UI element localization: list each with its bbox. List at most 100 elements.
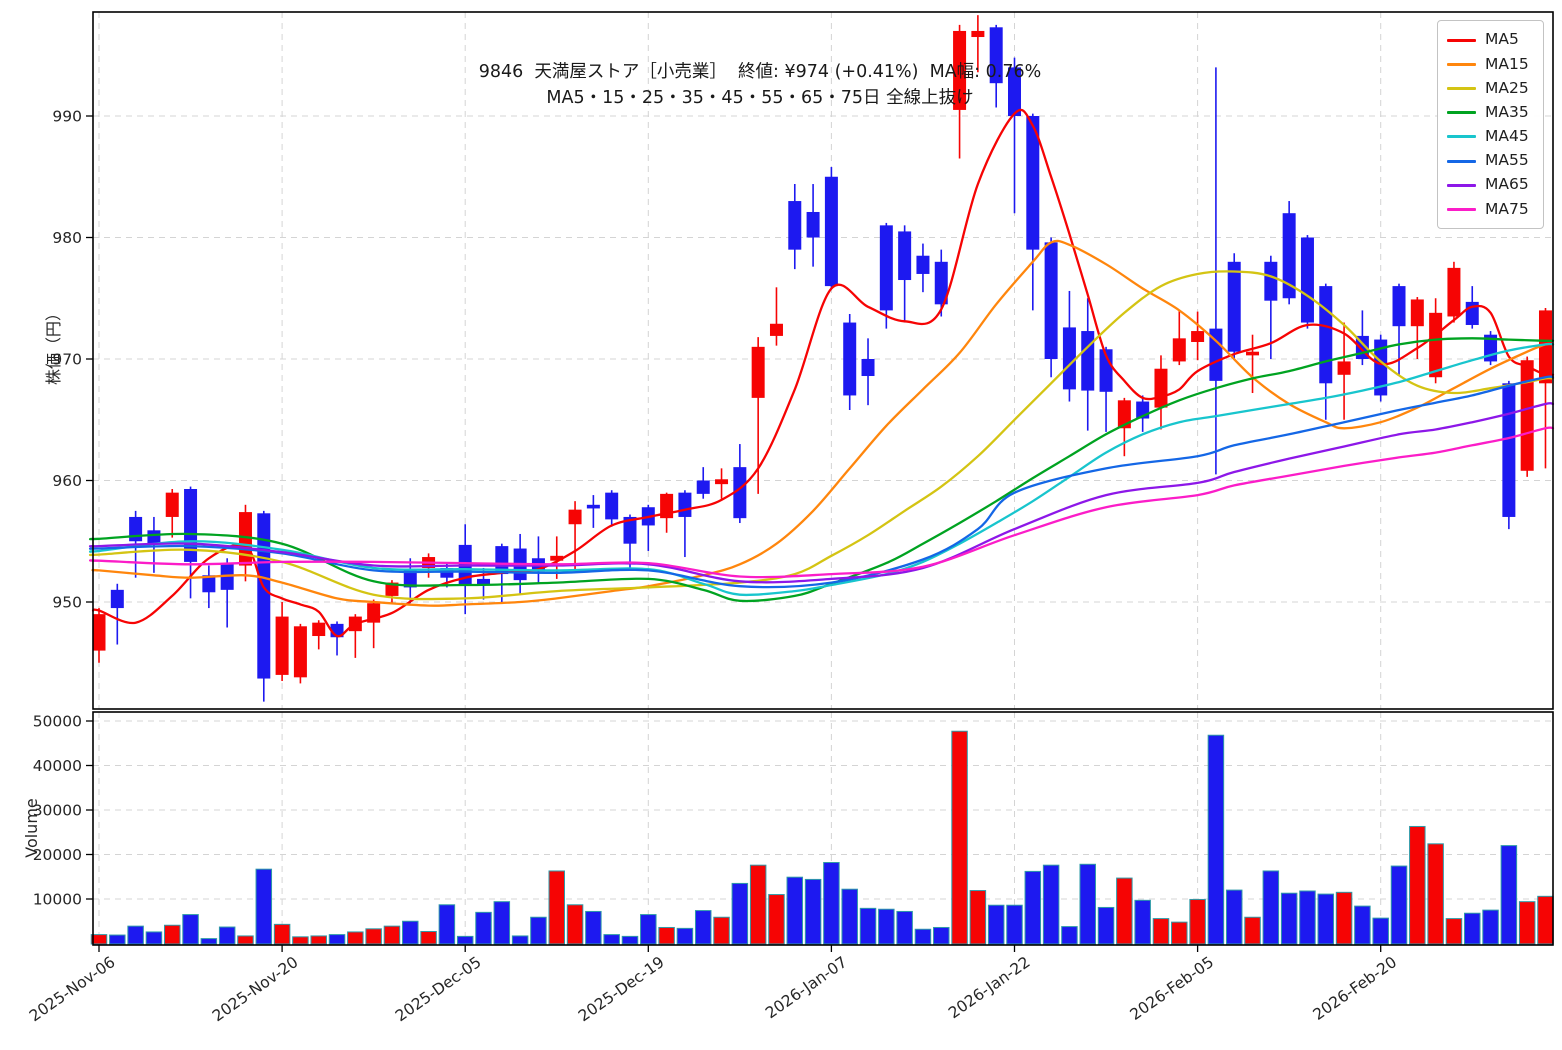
ma5-line	[91, 108, 1555, 638]
candle-body	[1209, 328, 1223, 381]
volume-bar	[511, 935, 529, 945]
candle	[1538, 307, 1552, 469]
candle-body	[1374, 339, 1388, 396]
candle-body	[1264, 261, 1278, 301]
candle-body	[989, 27, 1003, 84]
volume-bar	[145, 931, 163, 945]
ma75-line	[89, 426, 1555, 579]
volume-bar	[621, 935, 639, 945]
candle-body	[953, 30, 967, 110]
volume-bar	[713, 916, 730, 945]
volume-tick-label: 20000	[33, 846, 82, 864]
legend-line-swatch	[1447, 62, 1476, 66]
candle-body	[238, 512, 252, 566]
legend-item-ma35: MA35	[1438, 101, 1543, 125]
volume-tick-label: 30000	[33, 802, 82, 820]
candle	[733, 444, 747, 524]
volume-bar	[896, 910, 913, 945]
candle	[110, 583, 124, 645]
candle	[1300, 235, 1314, 329]
price-tick-label: 990	[52, 108, 82, 126]
candle-body	[733, 467, 747, 519]
candle	[1264, 255, 1278, 359]
volume-panel-border	[92, 711, 1554, 946]
candle	[1520, 356, 1534, 477]
candle	[1282, 201, 1296, 305]
price-panel-background	[93, 12, 1553, 709]
candle	[696, 467, 710, 499]
legend-item-ma15: MA15	[1438, 52, 1543, 76]
ma25-line	[89, 270, 1555, 601]
candle-body	[788, 201, 802, 250]
candle	[202, 565, 216, 609]
candle-body	[129, 516, 143, 542]
candle-body	[385, 582, 399, 596]
candle	[275, 602, 289, 681]
volume-bar	[914, 928, 932, 945]
candle	[843, 314, 857, 411]
candle-body	[1154, 368, 1168, 408]
volume-bar	[1097, 906, 1115, 945]
legend-item-ma55: MA55	[1438, 149, 1543, 173]
legend-line-swatch	[1447, 135, 1476, 139]
candle	[1062, 290, 1076, 402]
candle	[165, 489, 179, 538]
volume-bar	[1061, 926, 1078, 945]
volume-bar	[1445, 918, 1463, 945]
candle-body	[605, 492, 619, 520]
candle	[568, 501, 582, 570]
candle-body	[1410, 299, 1424, 327]
volume-bar	[383, 925, 401, 945]
candle	[1502, 380, 1516, 530]
candle-body	[440, 567, 454, 578]
volume-bar	[1079, 863, 1096, 945]
candle-body	[843, 322, 857, 396]
candle	[953, 24, 967, 159]
candle-body	[92, 614, 106, 651]
volume-bar	[347, 931, 364, 945]
candle-body	[806, 211, 820, 238]
candle-body	[1191, 331, 1205, 342]
volume-bar	[1244, 916, 1261, 945]
volume-bar	[200, 938, 218, 945]
candle	[806, 184, 820, 267]
volume-bar	[786, 876, 804, 945]
volume-bar	[1189, 898, 1206, 945]
volume-bar	[1207, 734, 1225, 945]
price-axis-label: 株価（円）	[44, 304, 63, 386]
axes-spines	[92, 11, 1554, 946]
price-tick-label: 960	[52, 472, 82, 490]
candle-body	[477, 578, 491, 585]
candle	[1026, 113, 1040, 311]
volume-bar	[1317, 893, 1335, 945]
volume-bar	[933, 926, 950, 945]
volume-bar	[658, 926, 675, 945]
candle-body	[1081, 331, 1095, 391]
candle	[1447, 261, 1461, 323]
candle	[1374, 334, 1388, 402]
candle	[1081, 298, 1095, 431]
legend-line-swatch	[1447, 207, 1476, 211]
candle-body	[312, 622, 326, 637]
candle	[898, 225, 912, 323]
legend-line-swatch	[1447, 38, 1476, 42]
volume-bar	[328, 934, 346, 945]
volume-bar	[676, 927, 694, 945]
volume-bar	[273, 923, 291, 945]
legend-item-ma65: MA65	[1438, 173, 1543, 197]
volume-bar	[365, 928, 382, 945]
candle	[312, 620, 326, 650]
candle	[1117, 397, 1131, 457]
volume-bar	[951, 730, 968, 945]
candle	[934, 249, 948, 317]
volume-bar	[90, 934, 108, 945]
volume-bar	[1537, 895, 1554, 945]
volume-bar	[182, 914, 199, 945]
price-tick-label: 980	[52, 229, 82, 247]
candle-body	[202, 575, 216, 593]
candle	[293, 623, 307, 684]
volume-bar	[1390, 865, 1408, 945]
volume-bar	[987, 904, 1005, 945]
candle	[769, 287, 783, 346]
